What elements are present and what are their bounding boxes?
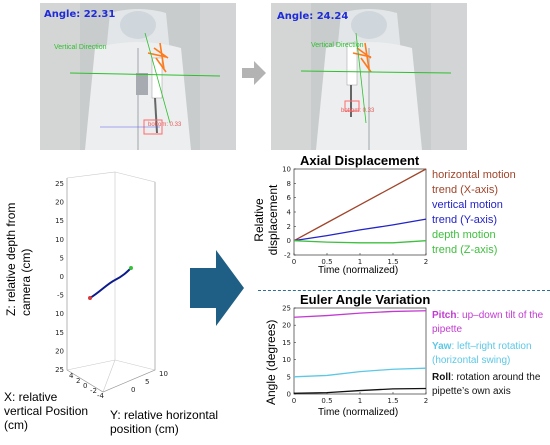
axial-chart: -2 0 2 4 6 8 10 0 0.5 1 1.5 2 bbox=[268, 165, 433, 275]
y-tick-label: 5 bbox=[287, 373, 291, 381]
legend-item: vertical motion bbox=[432, 199, 503, 211]
x-tick-label: 2 bbox=[76, 377, 80, 385]
legend-item: depth motion bbox=[432, 229, 496, 241]
euler-ylabel: Angle (degrees) bbox=[264, 319, 278, 405]
series-line bbox=[293, 168, 427, 242]
z-tick-label: 5 bbox=[60, 254, 64, 262]
trajectory-curve bbox=[89, 267, 132, 299]
y-axis-label: Y: relative horizontal position (cm) bbox=[110, 408, 219, 436]
photo-right: Angle: 24.24 Vertical Direction bottom: … bbox=[271, 3, 467, 150]
bottom-tag: bottom: 0.33 bbox=[341, 108, 375, 114]
legend-item: horizontal motion bbox=[432, 169, 516, 181]
roll-annotation: Roll: rotation around the pipette’s own … bbox=[432, 372, 541, 397]
plot-frame bbox=[293, 307, 427, 395]
x-tick-label: -4 bbox=[97, 392, 105, 400]
z-tick-label: -15 bbox=[55, 329, 64, 337]
y-tick-label: 10 bbox=[159, 370, 168, 378]
z-tick-label: 20 bbox=[55, 199, 64, 207]
z-tick-label: -10 bbox=[55, 310, 64, 318]
y-tick-label: 4 bbox=[287, 209, 292, 217]
process-arrow-icon bbox=[188, 248, 246, 328]
legend-item: trend (Y-axis) bbox=[432, 214, 498, 226]
x-axis-label: X: relative vertical Position (cm) bbox=[4, 390, 89, 432]
x-tick-label: 1 bbox=[358, 258, 362, 266]
bottom-tag: bottom: 0.33 bbox=[148, 122, 182, 128]
x-tick-label: 0 bbox=[83, 382, 87, 390]
euler-annotations: Pitch: up–down tilt of the pipette Yaw: … bbox=[432, 309, 548, 399]
z-tick-label: 25 bbox=[55, 180, 64, 188]
y-tick-label: 10 bbox=[282, 356, 291, 364]
z-tick-label: 15 bbox=[55, 217, 64, 225]
z-tick-label: 10 bbox=[55, 236, 64, 244]
legend-item: trend (Z-axis) bbox=[432, 244, 498, 256]
pitch-annotation: Pitch: up–down tilt of the pipette bbox=[432, 310, 544, 335]
z-tick-label: -25 bbox=[55, 366, 64, 374]
photo-left: Angle: 22.31 Vertical Direction bottom: … bbox=[40, 3, 236, 150]
axial-xlabel: Time (normalized) bbox=[318, 265, 399, 276]
y-tick-label: 2 bbox=[287, 223, 291, 231]
y-tick-label: 0 bbox=[287, 237, 291, 245]
start-point bbox=[88, 296, 92, 300]
x-tick-label: 1.5 bbox=[387, 258, 398, 266]
section-divider bbox=[258, 290, 550, 291]
y-tick-label: 5 bbox=[145, 378, 149, 386]
legend-item: trend (X-axis) bbox=[432, 184, 499, 196]
z-tick-label: -5 bbox=[57, 292, 64, 300]
transition-arrow-icon bbox=[241, 60, 267, 86]
x-tick-label: 1 bbox=[358, 397, 362, 405]
x-tick-label: -2 bbox=[90, 387, 97, 395]
z-axis-label: Z: relative depth from camera (cm) bbox=[4, 202, 33, 316]
x-tick-label: 2 bbox=[424, 258, 428, 266]
y-tick-label: 20 bbox=[282, 322, 291, 330]
angle-label: Angle: 24.24 bbox=[277, 11, 349, 22]
y-tick-label: 0 bbox=[287, 391, 291, 399]
x-tick-label: 2 bbox=[424, 397, 428, 405]
axial-ylabel: Relative displacement bbox=[252, 184, 280, 256]
y-tick-label: 0 bbox=[131, 386, 135, 394]
y-tick-label: -2 bbox=[284, 252, 291, 260]
series-line bbox=[293, 310, 427, 318]
x-tick-label: 0 bbox=[292, 397, 296, 405]
y-tick-label: 15 bbox=[282, 339, 291, 347]
x-tick-label: 0.5 bbox=[321, 397, 332, 405]
series-line bbox=[293, 240, 427, 244]
euler-xlabel: Time (normalized) bbox=[318, 407, 399, 418]
yaw-annotation: Yaw: left–right rotation (horizontal swi… bbox=[432, 341, 532, 366]
x-tick-label: 4 bbox=[69, 372, 74, 380]
y-tick-label: 6 bbox=[287, 194, 292, 202]
direction-tag: Vertical Direction bbox=[54, 44, 107, 51]
lab-scene-image bbox=[271, 3, 467, 150]
lab-scene-image bbox=[40, 3, 236, 150]
y-tick-label: 25 bbox=[282, 305, 291, 313]
axial-title: Axial Displacement bbox=[300, 153, 420, 168]
euler-title: Euler Angle Variation bbox=[300, 292, 431, 307]
z-tick-label: 0 bbox=[60, 273, 64, 281]
x-tick-label: 0.5 bbox=[321, 258, 332, 266]
y-tick-label: 8 bbox=[287, 180, 291, 188]
x-tick-label: 0 bbox=[292, 258, 296, 266]
euler-chart: 0 5 10 15 20 25 0 0.5 1 1.5 2 bbox=[268, 304, 433, 414]
angle-label: Angle: 22.31 bbox=[44, 9, 116, 20]
series-line bbox=[293, 367, 427, 378]
series-line bbox=[293, 387, 427, 394]
x-tick-label: 1.5 bbox=[387, 397, 398, 405]
z-tick-label: -20 bbox=[55, 347, 64, 355]
direction-tag: Vertical Direction bbox=[311, 42, 364, 49]
y-tick-label: 10 bbox=[282, 166, 291, 174]
series-line bbox=[293, 218, 427, 242]
end-point bbox=[129, 266, 133, 270]
axial-legend: horizontal motion trend (X-axis) vertical … bbox=[432, 168, 550, 258]
